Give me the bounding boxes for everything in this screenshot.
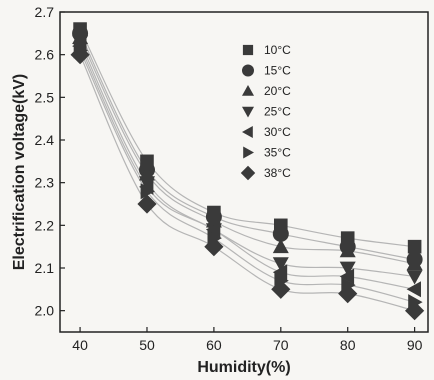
legend-label-3: 25°C xyxy=(264,105,291,119)
x-tick-label-1: 50 xyxy=(139,337,155,353)
legend-marker-3 xyxy=(242,106,254,118)
x-tick-label-4: 80 xyxy=(340,337,356,353)
marker-s5-p1 xyxy=(140,183,155,200)
marker-s6-p3 xyxy=(271,279,291,299)
legend: 10°C 15°C 20°C 25°C 30°C 35°C 38°C xyxy=(240,43,291,181)
legend-label-1: 15°C xyxy=(264,64,291,78)
legend-marker-0 xyxy=(242,44,254,56)
y-tick-label-3: 2.3 xyxy=(35,175,55,191)
x-tick-label-0: 40 xyxy=(72,337,88,353)
x-axis-title: Humidity(%) xyxy=(197,359,290,376)
marker-s1-p3 xyxy=(272,225,289,242)
marker-s6-p4 xyxy=(338,284,358,304)
marker-s3-p4 xyxy=(339,261,356,276)
marker-s2-p5 xyxy=(406,255,423,271)
x-tick-label-2: 60 xyxy=(206,337,222,353)
marker-s4-p3 xyxy=(272,264,288,281)
legend-marker-2 xyxy=(242,85,254,96)
y-axis-title: Electrification voltage(kV) xyxy=(11,74,28,271)
marker-s2-p4 xyxy=(339,242,356,258)
legend-label-2: 20°C xyxy=(264,84,291,98)
marker-s6-p5 xyxy=(405,301,425,321)
legend-label-6: 38°C xyxy=(264,166,291,180)
marker-s0-p5 xyxy=(407,239,422,254)
marker-s3-p3 xyxy=(272,257,289,272)
marker-s4-p4 xyxy=(339,268,355,285)
marker-s6-p0 xyxy=(70,45,90,65)
legend-label-0: 10°C xyxy=(264,43,291,57)
y-tick-label-2: 2.2 xyxy=(35,217,55,233)
y-tick-label-4: 2.4 xyxy=(35,132,55,148)
plot-frame xyxy=(59,11,429,333)
legend-label-5: 35°C xyxy=(264,146,291,160)
y-tick-label-5: 2.5 xyxy=(35,89,55,105)
axis-ticks: 40 50 60 70 80 90 2.0 2.1 2.2 2.3 2.4 2.5 2.6 2.7 xyxy=(35,4,423,353)
legend-label-4: 30°C xyxy=(264,125,291,139)
legend-marker-1 xyxy=(242,64,254,77)
marker-s6-p1 xyxy=(137,194,157,214)
y-tick-label-7: 2.7 xyxy=(35,4,55,20)
x-tick-label-3: 70 xyxy=(273,337,289,353)
legend-marker-5 xyxy=(243,146,254,159)
data-markers xyxy=(70,22,425,321)
marker-s2-p3 xyxy=(272,238,289,254)
y-tick-label-6: 2.6 xyxy=(35,47,55,63)
marker-s6-p2 xyxy=(204,237,224,257)
legend-marker-6 xyxy=(240,165,256,181)
y-tick-label-1: 2.1 xyxy=(35,260,55,276)
marker-s3-p5 xyxy=(406,270,423,285)
marker-s4-p5 xyxy=(406,281,421,298)
marker-s4-p2 xyxy=(205,221,221,238)
legend-marker-4 xyxy=(242,126,253,138)
fit-curves xyxy=(79,28,415,312)
y-tick-label-0: 2.0 xyxy=(35,303,55,319)
x-tick-label-5: 90 xyxy=(407,337,423,353)
